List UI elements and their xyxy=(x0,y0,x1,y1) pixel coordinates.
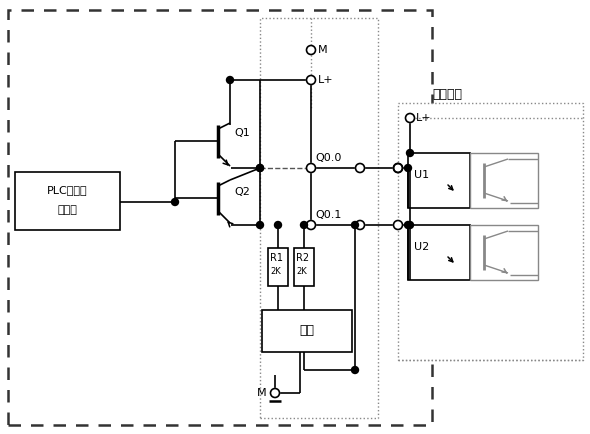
Circle shape xyxy=(394,164,402,172)
Bar xyxy=(294,248,314,286)
Circle shape xyxy=(407,221,414,228)
Circle shape xyxy=(257,164,264,171)
Bar xyxy=(398,103,583,360)
Circle shape xyxy=(405,114,415,122)
Circle shape xyxy=(257,221,264,228)
Circle shape xyxy=(300,221,307,228)
Text: M: M xyxy=(257,388,267,398)
Text: L+: L+ xyxy=(318,75,333,85)
Bar xyxy=(8,10,432,425)
Text: 负载电路: 负载电路 xyxy=(432,89,462,102)
Circle shape xyxy=(306,220,316,230)
Bar xyxy=(268,248,288,286)
Text: U1: U1 xyxy=(414,170,429,180)
Circle shape xyxy=(356,220,365,230)
Circle shape xyxy=(306,46,316,55)
Text: R1: R1 xyxy=(270,253,283,263)
Text: 开关: 开关 xyxy=(300,325,314,338)
Bar xyxy=(408,153,470,208)
Text: U2: U2 xyxy=(414,242,430,252)
Bar xyxy=(15,172,120,230)
Bar xyxy=(470,153,538,208)
Text: 2K: 2K xyxy=(270,267,281,276)
Circle shape xyxy=(270,388,280,398)
Text: Q0.0: Q0.0 xyxy=(315,153,342,163)
Circle shape xyxy=(352,366,359,374)
Bar xyxy=(260,18,378,418)
Text: M: M xyxy=(318,45,327,55)
Circle shape xyxy=(306,164,316,172)
Circle shape xyxy=(356,164,365,172)
Bar xyxy=(470,225,538,280)
Bar xyxy=(262,310,352,352)
Circle shape xyxy=(352,221,359,228)
Circle shape xyxy=(257,164,264,171)
Circle shape xyxy=(306,76,316,85)
Text: Q2: Q2 xyxy=(234,187,250,197)
Circle shape xyxy=(274,221,281,228)
Text: R2: R2 xyxy=(296,253,309,263)
Text: L+: L+ xyxy=(416,113,432,123)
Circle shape xyxy=(227,76,234,83)
Text: Q0.1: Q0.1 xyxy=(315,210,342,220)
Circle shape xyxy=(172,198,179,206)
Text: 2K: 2K xyxy=(296,267,307,276)
Circle shape xyxy=(394,220,402,230)
Circle shape xyxy=(394,164,402,172)
Circle shape xyxy=(407,149,414,157)
Circle shape xyxy=(405,221,411,228)
Bar xyxy=(408,225,470,280)
Text: Q1: Q1 xyxy=(234,128,250,138)
Text: PLC内部处: PLC内部处 xyxy=(47,185,87,195)
Text: 理电路: 理电路 xyxy=(57,205,77,215)
Circle shape xyxy=(405,164,411,171)
